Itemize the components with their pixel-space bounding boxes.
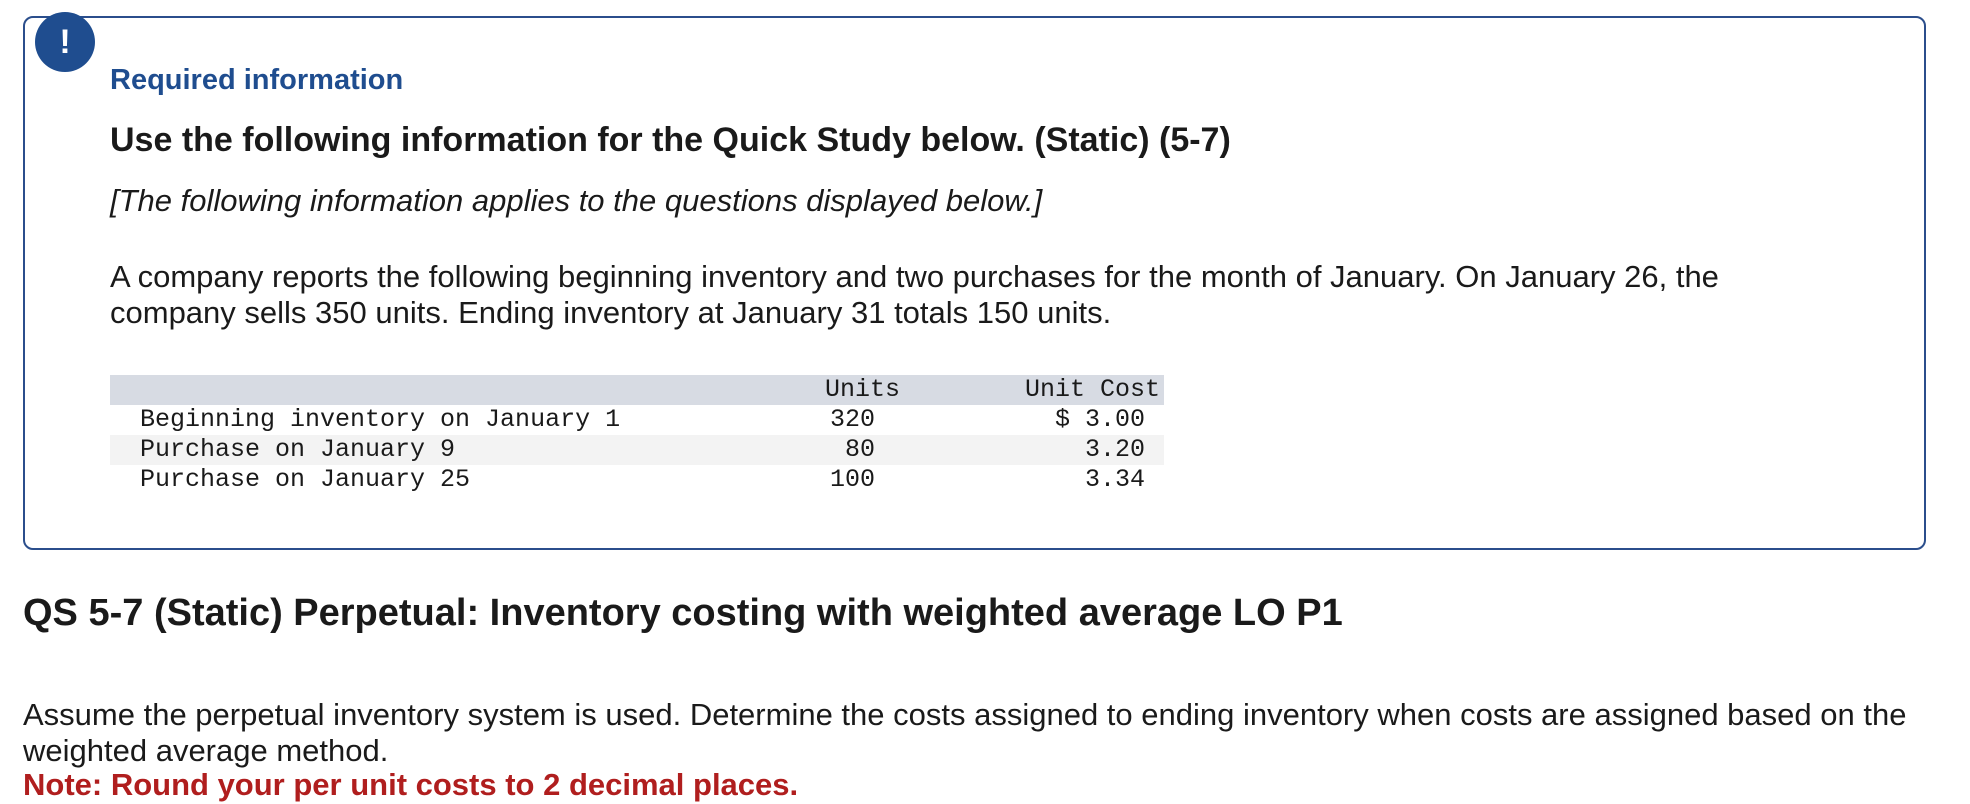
- question-heading: QS 5-7 (Static) Perpetual: Inventory cos…: [23, 592, 1343, 634]
- row-unit-cost: 3.34: [1084, 465, 1145, 494]
- required-information-panel: !: [23, 12, 1926, 550]
- header-units: Units: [824, 375, 900, 404]
- table-row: Beginning inventory on January 1 320 $ 3…: [110, 405, 1164, 435]
- row-units: 80: [844, 435, 875, 464]
- intro-paragraph: A company reports the following beginnin…: [110, 259, 1719, 330]
- required-information-title: Required information: [110, 64, 404, 96]
- row-unit-cost: $ 3.00: [1054, 405, 1145, 434]
- question-body: Assume the perpetual inventory system is…: [23, 697, 1907, 768]
- table-row: Purchase on January 25 100 3.34: [110, 465, 1164, 495]
- row-units: 100: [829, 465, 875, 494]
- table-header-row: Units Unit Cost: [110, 375, 1164, 405]
- row-unit-cost: 3.20: [1084, 435, 1145, 464]
- inventory-table: Units Unit Cost Beginning inventory on J…: [110, 375, 1164, 495]
- row-units: 320: [829, 405, 875, 434]
- alert-icon-glyph: !: [59, 22, 71, 61]
- quick-study-intro-heading: Use the following information for the Qu…: [110, 121, 1231, 159]
- row-label: Purchase on January 9: [140, 435, 456, 464]
- rounding-note: Note: Round your per unit costs to 2 dec…: [23, 767, 799, 802]
- applies-note: [The following information applies to th…: [110, 183, 1043, 218]
- alert-icon: !: [35, 12, 95, 72]
- header-unit-cost: Unit Cost: [1024, 375, 1160, 404]
- row-label: Beginning inventory on January 1: [140, 405, 621, 434]
- row-label: Purchase on January 25: [140, 465, 471, 494]
- table-row: Purchase on January 9 80 3.20: [110, 435, 1164, 465]
